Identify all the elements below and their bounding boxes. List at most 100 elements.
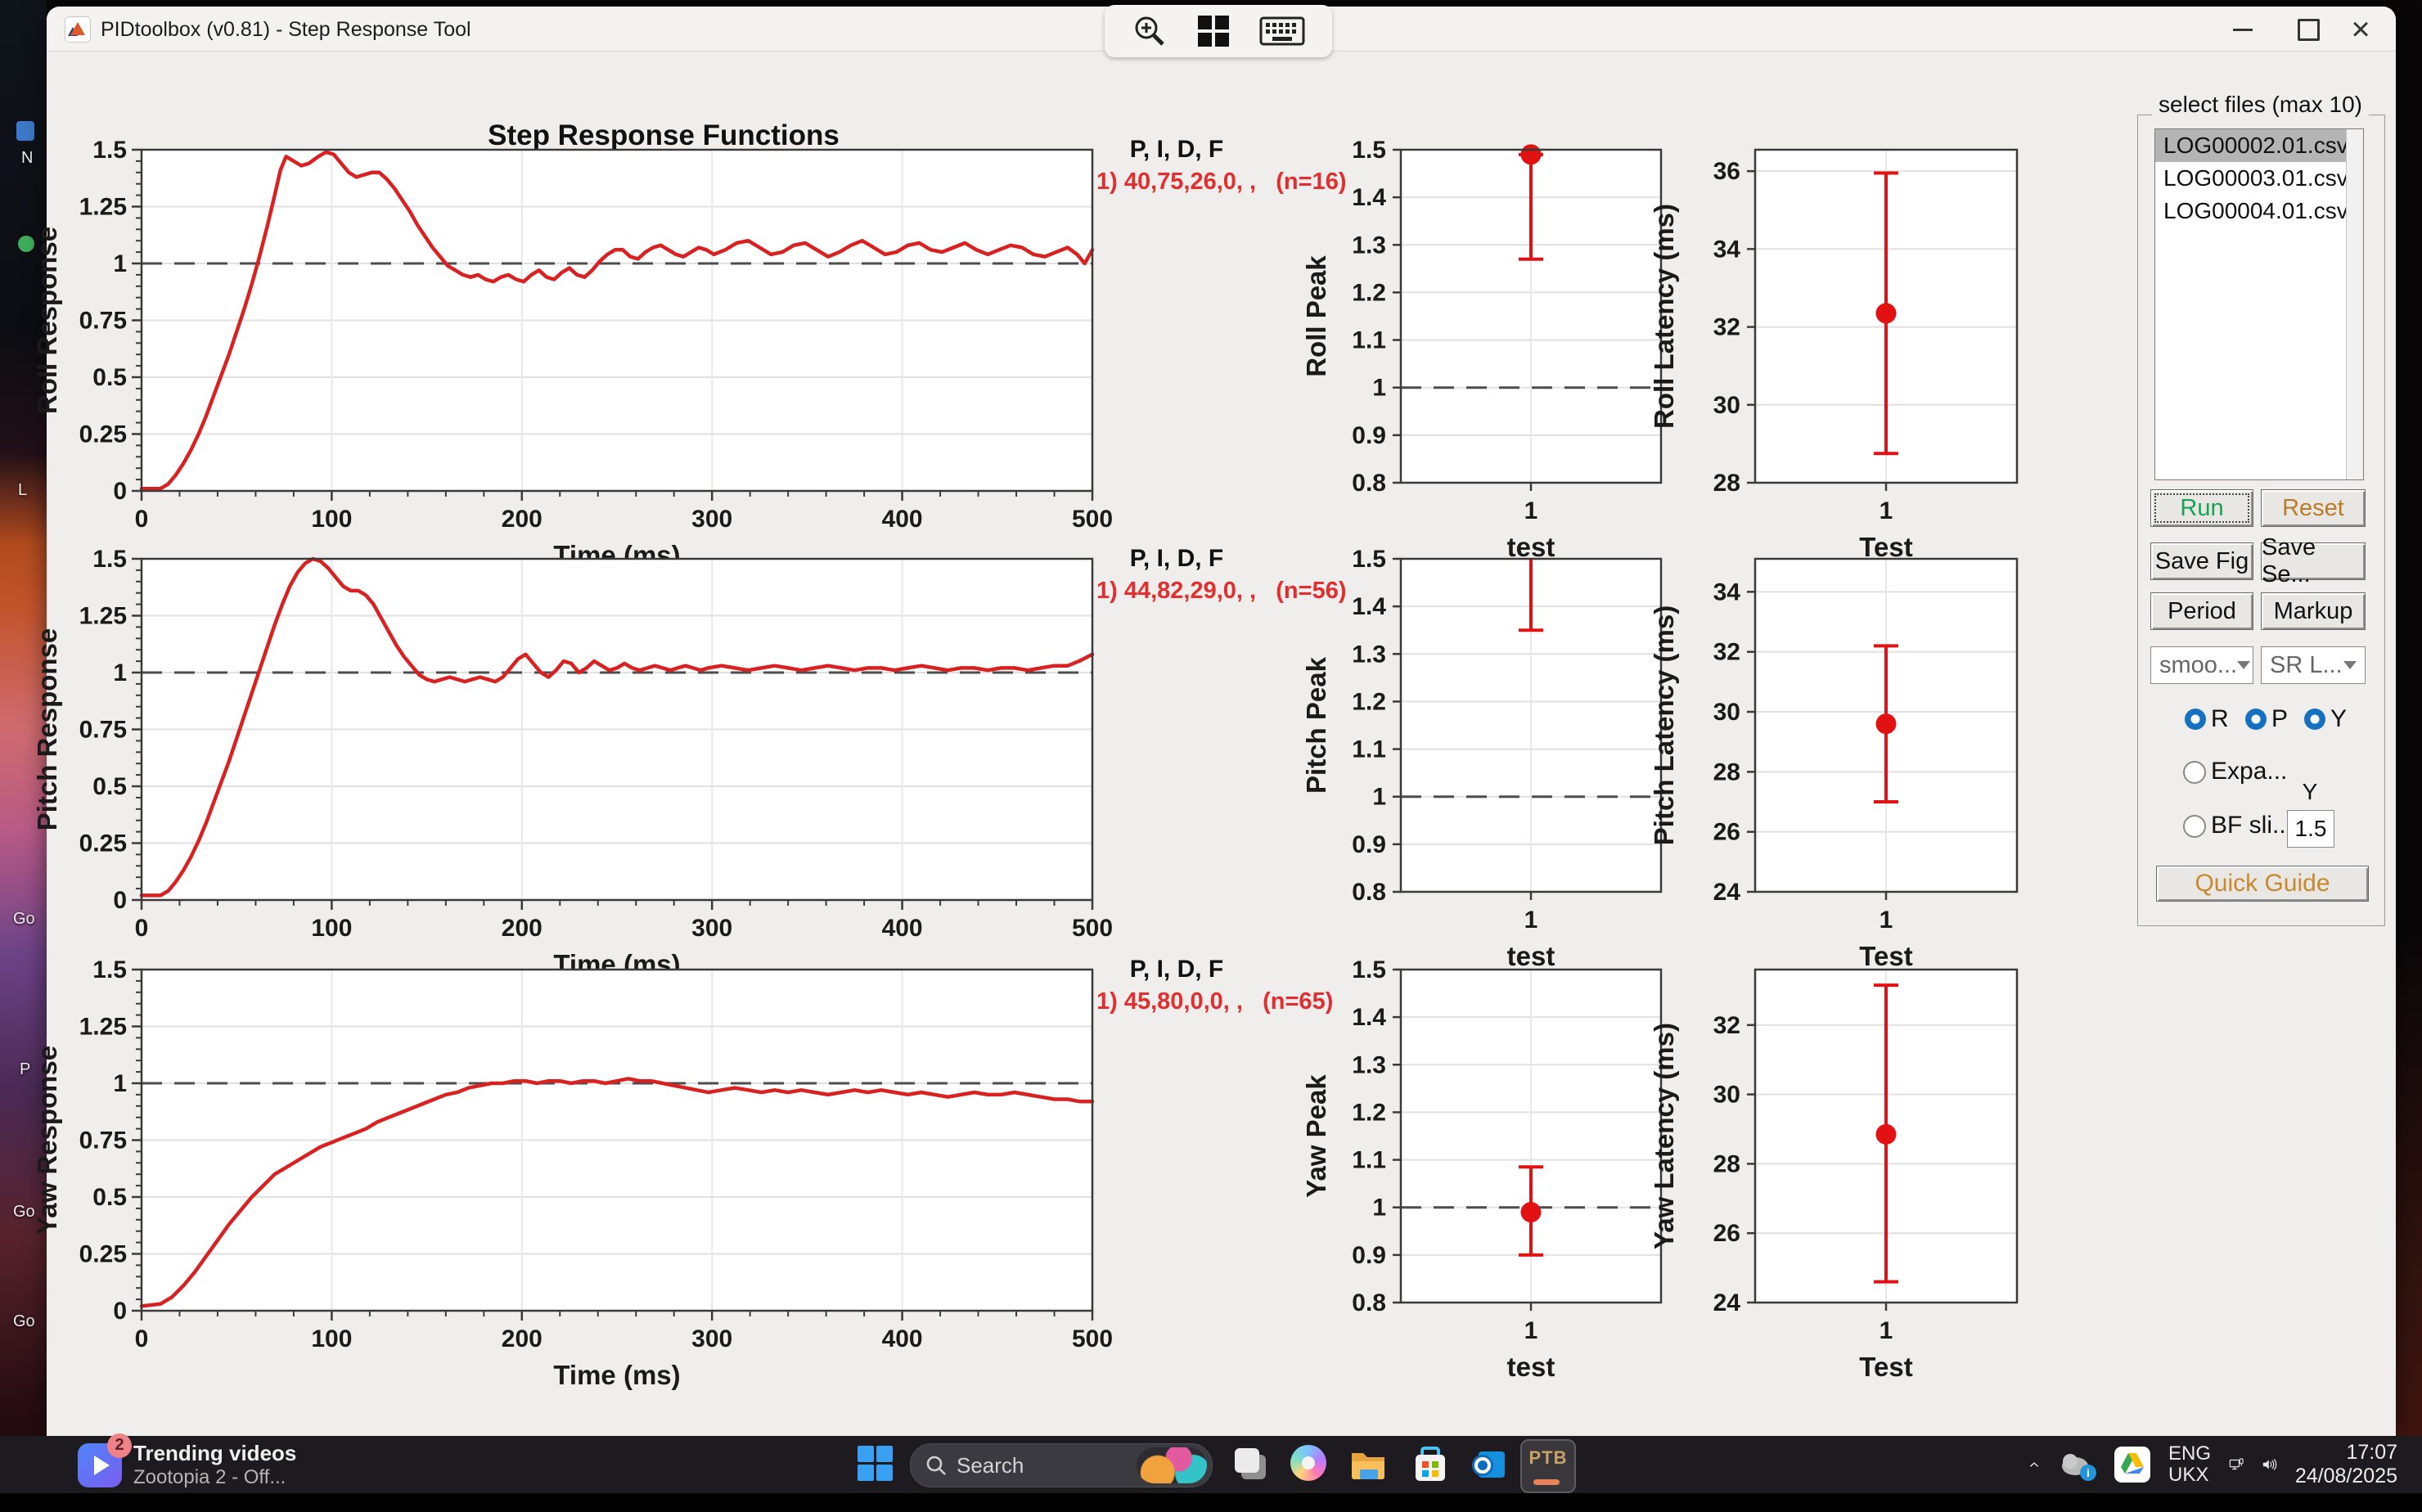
- svg-text:0.8: 0.8: [1352, 1289, 1386, 1316]
- radio-pitch[interactable]: [2245, 709, 2267, 730]
- run-button[interactable]: Run: [2150, 489, 2253, 527]
- y-limit-field[interactable]: 1.5: [2287, 810, 2334, 848]
- search-highlight-art: [1137, 1447, 1207, 1483]
- markup-button[interactable]: Markup: [2261, 592, 2366, 630]
- svg-text:1: 1: [113, 1070, 127, 1097]
- close-button[interactable]: ×: [2351, 11, 2370, 47]
- svg-text:0.25: 0.25: [79, 1241, 127, 1268]
- svg-text:32: 32: [1713, 314, 1740, 341]
- svg-text:1.25: 1.25: [79, 194, 127, 221]
- radio-pitch-label: P: [2271, 705, 2289, 732]
- file-item[interactable]: LOG00003.01.csv: [2163, 165, 2348, 191]
- language-indicator[interactable]: ENG UKX: [2168, 1442, 2211, 1486]
- reset-button[interactable]: Reset: [2261, 489, 2366, 527]
- radio-expand[interactable]: [2183, 761, 2206, 784]
- start-button[interactable]: [858, 1446, 895, 1483]
- sr-mode-dropdown[interactable]: SR L...: [2261, 646, 2366, 684]
- svg-text:0.5: 0.5: [92, 364, 127, 391]
- svg-text:30: 30: [1713, 699, 1740, 726]
- sr-mode-dropdown-value: SR L...: [2270, 651, 2343, 678]
- period-button[interactable]: Period: [2150, 592, 2253, 630]
- svg-text:1.4: 1.4: [1352, 1004, 1386, 1031]
- file-item[interactable]: LOG00002.01.csv: [2155, 129, 2363, 162]
- zoom-in-icon[interactable]: [1132, 13, 1168, 49]
- radio-yaw-label: Y: [2330, 705, 2348, 732]
- listbox-scrollbar[interactable]: [2346, 129, 2363, 479]
- minimize-button[interactable]: [2220, 15, 2266, 44]
- file-listbox[interactable]: LOG00002.01.csv LOG00003.01.csv LOG00004…: [2154, 128, 2364, 480]
- outlook-button[interactable]: [1469, 1445, 1508, 1484]
- svg-text:30: 30: [1713, 1082, 1740, 1109]
- svg-text:1.1: 1.1: [1352, 1147, 1386, 1174]
- search-box[interactable]: Search: [910, 1443, 1213, 1487]
- file-explorer-button[interactable]: [1348, 1445, 1388, 1484]
- svg-text:1: 1: [113, 659, 127, 686]
- radio-bf-slider-label: BF sli...: [2211, 812, 2294, 839]
- svg-text:200: 200: [502, 1325, 542, 1352]
- svg-text:100: 100: [311, 915, 352, 942]
- svg-text:1: 1: [1524, 497, 1538, 524]
- task-view-button[interactable]: [1231, 1445, 1271, 1484]
- onedrive-icon[interactable]: i: [2057, 1448, 2096, 1481]
- svg-text:1.3: 1.3: [1352, 232, 1386, 259]
- y-limit-label: Y: [2302, 779, 2318, 804]
- svg-text:1: 1: [1524, 907, 1538, 934]
- svg-text:24: 24: [1713, 879, 1741, 906]
- svg-text:32: 32: [1713, 1012, 1740, 1039]
- svg-text:1.5: 1.5: [1352, 956, 1386, 983]
- google-drive-icon[interactable]: [2114, 1447, 2150, 1483]
- svg-text:Test: Test: [1859, 941, 1912, 971]
- svg-text:1: 1: [1524, 1317, 1538, 1344]
- svg-text:0: 0: [135, 915, 149, 942]
- keyboard-icon[interactable]: [1259, 15, 1305, 47]
- svg-text:0: 0: [113, 1298, 127, 1325]
- svg-text:1.25: 1.25: [79, 603, 127, 630]
- svg-text:1: 1: [1372, 375, 1386, 402]
- svg-text:1: 1: [1880, 907, 1893, 934]
- volume-icon[interactable]: [2262, 1451, 2277, 1478]
- svg-text:0: 0: [113, 478, 127, 505]
- maximize-button[interactable]: [2285, 15, 2331, 44]
- svg-text:1.1: 1.1: [1352, 327, 1386, 354]
- svg-text:300: 300: [691, 915, 732, 942]
- copilot-button[interactable]: [1290, 1445, 1330, 1484]
- save-settings-button[interactable]: Save Se...: [2261, 534, 2366, 587]
- microsoft-store-button[interactable]: [1411, 1445, 1450, 1484]
- svg-text:1.5: 1.5: [92, 956, 127, 983]
- pidtoolbox-taskbar-button[interactable]: PTB: [1520, 1439, 1576, 1493]
- tray-chevron-up-icon[interactable]: [2029, 1458, 2039, 1471]
- desktop-icon-fragment[interactable]: [18, 236, 34, 252]
- svg-text:100: 100: [311, 1325, 352, 1352]
- network-icon[interactable]: [2229, 1450, 2244, 1479]
- widgets-button[interactable]: 2 Trending videos Zootopia 2 - Off...: [78, 1433, 296, 1489]
- desktop-icon-label: Go: [13, 1312, 35, 1330]
- svg-text:0.75: 0.75: [79, 717, 127, 744]
- figure-title: Step Response Functions: [488, 119, 840, 151]
- svg-text:test: test: [1507, 1352, 1555, 1382]
- svg-text:0.5: 0.5: [92, 773, 127, 800]
- clock[interactable]: 17:07 24/08/2025: [2294, 1441, 2397, 1487]
- svg-text:Pitch Latency (ms): Pitch Latency (ms): [1649, 605, 1679, 845]
- desktop-icon-fragment[interactable]: [16, 121, 34, 141]
- radio-roll[interactable]: [2185, 709, 2206, 730]
- svg-text:0.25: 0.25: [79, 830, 127, 857]
- svg-text:1.2: 1.2: [1352, 1099, 1386, 1126]
- radio-yaw[interactable]: [2304, 709, 2325, 730]
- save-fig-button[interactable]: Save Fig: [2150, 542, 2253, 580]
- smoothing-dropdown[interactable]: smoo...: [2150, 646, 2253, 684]
- radio-bf-slider[interactable]: [2183, 815, 2206, 838]
- svg-text:400: 400: [882, 506, 923, 533]
- svg-text:34: 34: [1713, 578, 1741, 605]
- window-title: PIDtoolbox (v0.81) - Step Response Tool: [101, 18, 471, 41]
- desktop-left-strip: N L Go P Go Go: [0, 0, 47, 1512]
- app-grid-icon[interactable]: [1197, 16, 1229, 47]
- desktop-icon-label: N: [21, 149, 34, 167]
- quick-guide-button[interactable]: Quick Guide: [2156, 866, 2369, 902]
- svg-text:Test: Test: [1859, 1352, 1912, 1382]
- info-badge: i: [2079, 1465, 2096, 1481]
- svg-text:200: 200: [502, 506, 542, 533]
- desktop-icon-label: P: [20, 1060, 31, 1078]
- file-item[interactable]: LOG00004.01.csv: [2163, 198, 2348, 223]
- pid-header-roll: P, I, D, F: [1129, 136, 1224, 163]
